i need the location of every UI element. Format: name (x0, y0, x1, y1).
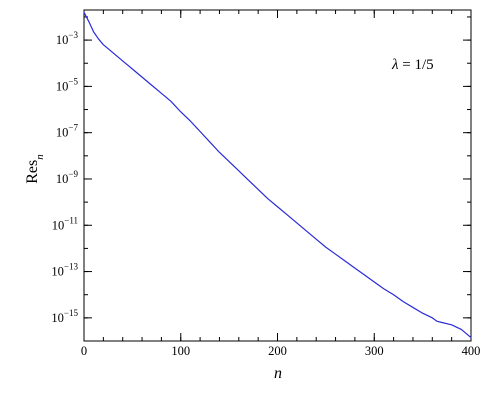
x-axis-label: n (274, 365, 282, 382)
x-tick-label: 0 (81, 344, 87, 358)
y-axis-label: Resn (24, 154, 46, 184)
x-tick-label: 300 (365, 344, 384, 358)
y-tick-label: 10−5 (56, 76, 79, 93)
x-tick-label: 100 (171, 344, 190, 358)
y-tick-label: 10−11 (52, 215, 78, 232)
series-line (83, 11, 472, 339)
y-tick-label: 10−9 (56, 169, 79, 186)
y-tick-label: 10−7 (56, 123, 79, 140)
y-tick-label: 10−13 (51, 262, 78, 279)
x-tick-label: 200 (268, 344, 287, 358)
lambda-annotation: λ = 1/5 (391, 57, 434, 73)
y-tick-label: 10−3 (56, 30, 79, 47)
x-tick-label: 400 (462, 344, 481, 358)
y-tick-label: 10−15 (51, 308, 78, 325)
